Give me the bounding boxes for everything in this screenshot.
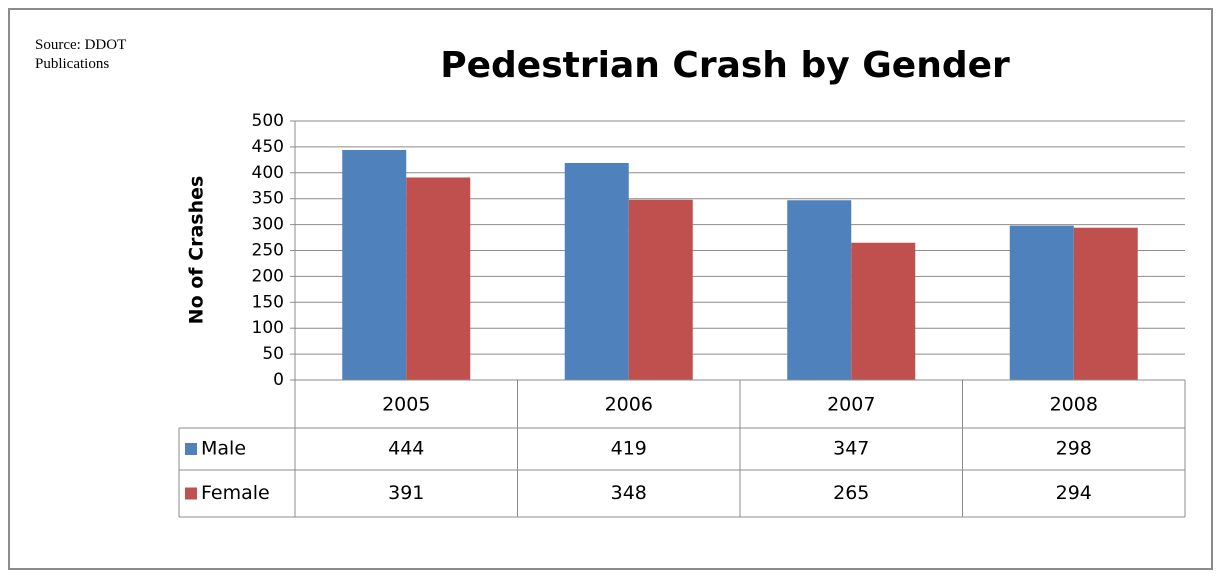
table-value: 391: [388, 482, 424, 504]
table-value: 294: [1056, 482, 1092, 504]
table-value: 444: [388, 438, 424, 460]
bar: [406, 177, 471, 380]
y-tick-label: 250: [252, 241, 284, 261]
y-axis-label: No of Crashes: [186, 176, 208, 325]
table-value: 419: [611, 438, 647, 460]
x-tick-label: 2007: [827, 394, 875, 416]
x-tick-label: 2005: [382, 394, 430, 416]
x-tick-label: 2006: [605, 394, 653, 416]
legend-swatch: [185, 443, 197, 455]
source-note: Source: DDOT Publications: [35, 37, 126, 72]
x-tick-label: 2008: [1050, 394, 1098, 416]
bar: [564, 162, 629, 380]
table-value: 298: [1056, 438, 1092, 460]
bar: [1073, 227, 1138, 380]
bar: [851, 242, 916, 380]
bar: [628, 199, 693, 380]
y-tick-label: 0: [273, 370, 284, 390]
y-tick-label: 400: [252, 163, 284, 183]
y-tick-label: 50: [262, 344, 284, 364]
y-tick-label: 100: [252, 318, 284, 338]
table-value: 348: [611, 482, 647, 504]
bar: [787, 200, 852, 380]
y-tick-label: 450: [252, 137, 284, 157]
table-value: 347: [833, 438, 869, 460]
bar: [342, 150, 407, 380]
y-tick-label: 500: [252, 111, 284, 131]
y-tick-label: 200: [252, 266, 284, 286]
bar: [1009, 225, 1074, 380]
y-tick-label: 150: [252, 292, 284, 312]
legend-label: Male: [201, 438, 246, 460]
legend-swatch: [185, 487, 197, 500]
y-tick-label: 300: [252, 215, 284, 235]
chart-title: Pedestrian Crash by Gender: [440, 45, 1010, 86]
table-value: 265: [833, 482, 869, 504]
frame: [8, 8, 1213, 570]
y-tick-label: 350: [252, 189, 284, 209]
legend-label: Female: [201, 482, 270, 504]
